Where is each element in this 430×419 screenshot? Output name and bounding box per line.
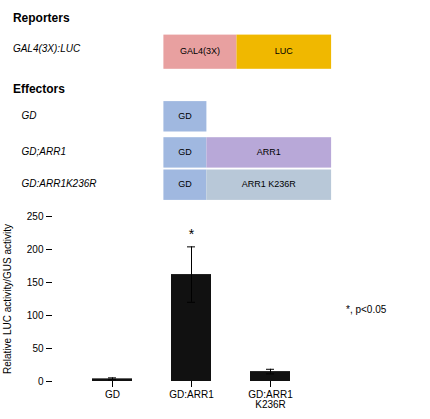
svg-text:200: 200 [27,244,44,255]
svg-text:GD:ARR1K236R: GD:ARR1K236R [248,389,293,410]
svg-text:Relative LUC activity/GUS acti: Relative LUC activity/GUS activity [2,224,13,374]
svg-text:ARR1: ARR1 [257,147,281,157]
svg-text:GD: GD [178,179,192,189]
svg-text:GD:ARR1: GD:ARR1 [169,389,214,400]
svg-text:Effectors: Effectors [13,82,65,96]
svg-text:GD:ARR1K236R: GD:ARR1K236R [22,178,97,189]
svg-text:GD: GD [105,389,120,400]
svg-text:GD: GD [22,110,37,121]
svg-text:50: 50 [32,343,44,354]
svg-text:GD;ARR1: GD;ARR1 [22,146,66,157]
svg-text:GAL4(3X): GAL4(3X) [180,46,220,56]
svg-text:Reporters: Reporters [13,11,70,25]
svg-text:250: 250 [27,211,44,222]
svg-text:150: 150 [27,277,44,288]
svg-text:ARR1 K236R: ARR1 K236R [242,179,297,189]
html-text:*, p<0.05: *, p<0.05 [346,304,387,315]
svg-text:GAL4(3X):LUC: GAL4(3X):LUC [13,43,81,54]
svg-text:*: * [189,226,195,242]
svg-text:GD: GD [178,147,192,157]
svg-text:LUC: LUC [275,46,294,56]
svg-text:GD: GD [178,111,192,121]
svg-text:100: 100 [27,310,44,321]
svg-text:0: 0 [38,376,44,387]
